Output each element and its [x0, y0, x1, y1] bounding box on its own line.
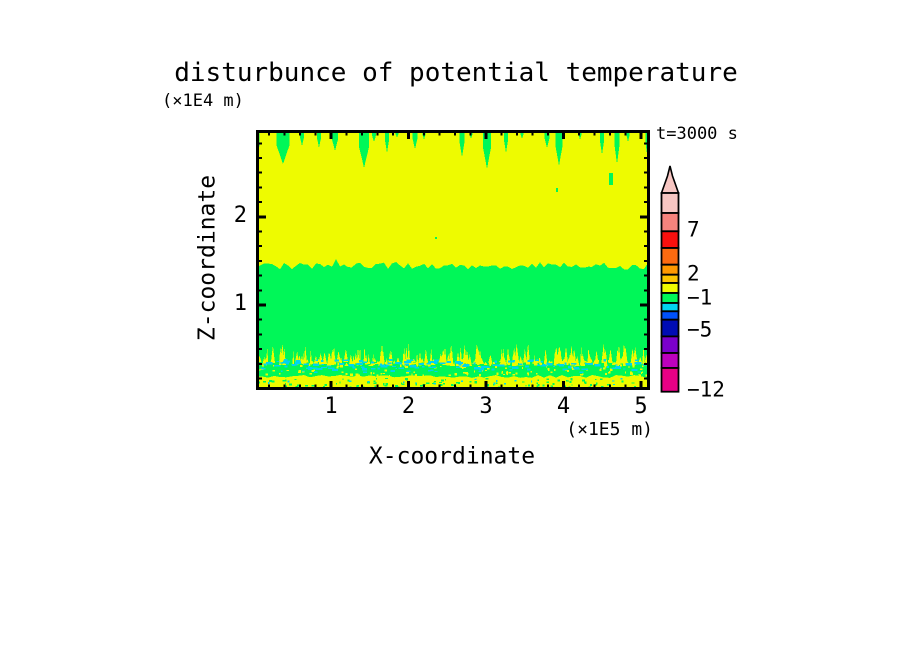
x-tick-label: 4	[556, 394, 571, 419]
plot-area	[254, 130, 651, 391]
figure-title: disturbunce of potential temperature	[174, 58, 738, 88]
contour-field	[254, 130, 651, 391]
colorbar-label: −12	[687, 377, 725, 402]
colorbar-arrow	[660, 165, 680, 194]
colorbar-label: 2	[687, 261, 700, 286]
colorbar-label: 7	[687, 217, 700, 242]
x-axis-units: (×1E5 m)	[566, 419, 653, 440]
x-tick-label: 1	[324, 394, 338, 419]
colorbar	[658, 164, 684, 396]
colorbar-scale	[660, 165, 680, 393]
x-axis-label: X-coordinate	[368, 443, 536, 470]
colorbar-label: −1	[687, 285, 713, 310]
y-axis-label: Z-coordinate	[194, 174, 221, 342]
y-tick-label: 2	[233, 203, 247, 228]
y-axis-units: (×1E4 m)	[162, 91, 244, 111]
colorbar-label: −5	[687, 317, 713, 342]
x-tick-label: 3	[479, 394, 493, 419]
x-tick-label: 5	[634, 394, 648, 419]
y-tick-label: 1	[233, 291, 247, 316]
x-tick-label: 2	[401, 394, 416, 419]
time-annotation: t=3000 s	[656, 124, 738, 144]
